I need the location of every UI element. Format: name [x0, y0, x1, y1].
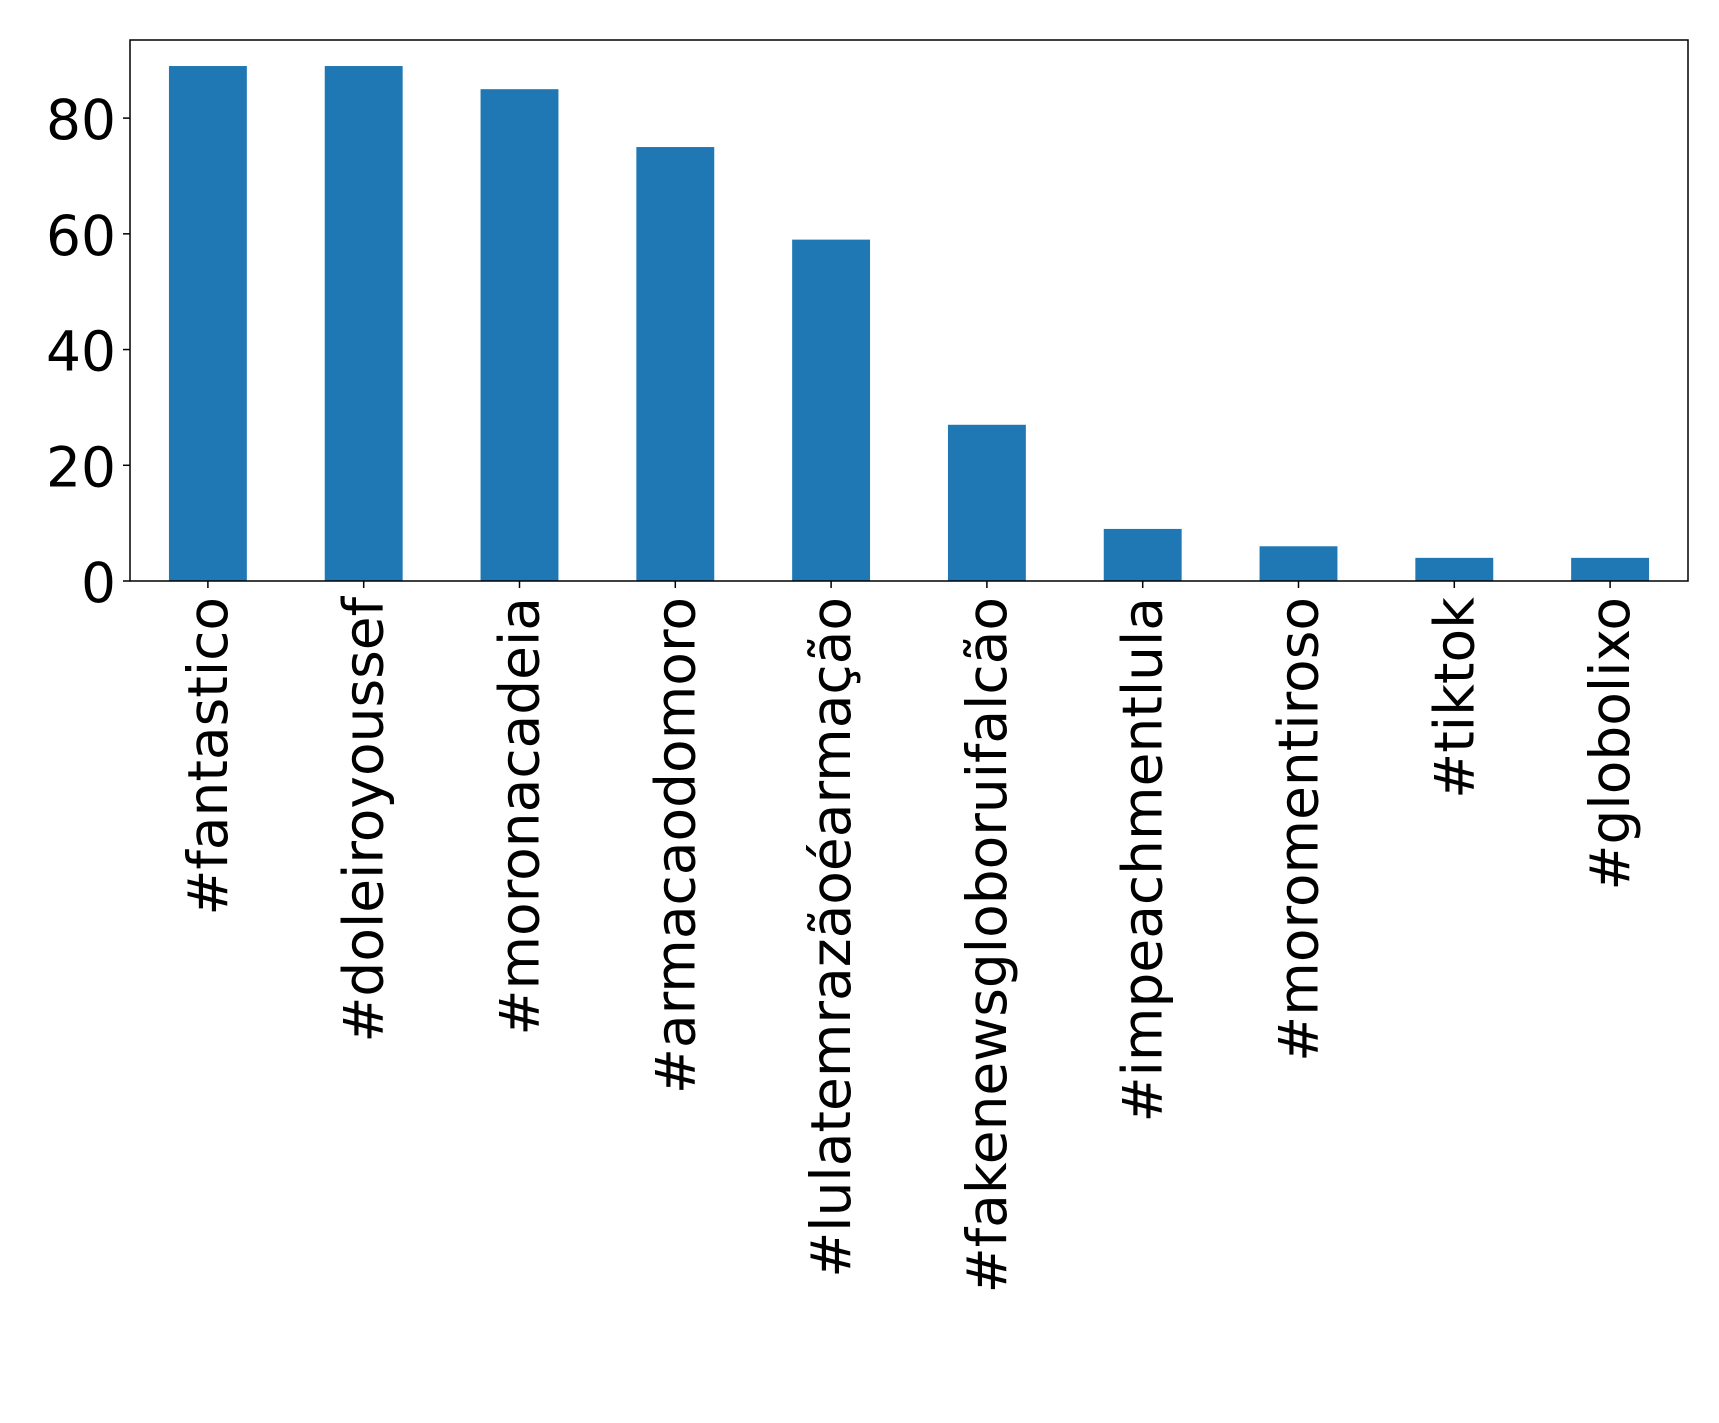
- x-tick-label: #lulatemrazãoéarmação: [799, 597, 863, 1278]
- bar-doleiroyoussef: [324, 66, 403, 582]
- y-tick-label: 80: [46, 88, 116, 152]
- x-tick-label: #tiktok: [1422, 597, 1486, 799]
- y-tick-label: 0: [81, 551, 116, 615]
- x-tick-label: #doleiroyoussef: [332, 595, 396, 1042]
- x-axis: #fantastico #doleiroyoussef #moronacadeia #…: [176, 581, 1642, 1293]
- bar-impeachmentlula: [1103, 528, 1182, 581]
- y-tick-label: 20: [46, 435, 116, 499]
- y-tick-label: 60: [46, 204, 116, 268]
- y-axis: 0 20 40 60 80: [46, 88, 130, 615]
- bar-tiktok: [1415, 557, 1494, 581]
- plot-frame: [129, 39, 1689, 582]
- y-tick-label: 40: [46, 320, 116, 384]
- x-tick-label: #fantastico: [176, 597, 240, 916]
- bars-layer: [168, 66, 1650, 582]
- bar-fantastico: [168, 66, 247, 582]
- x-tick-label: #moronacadeia: [488, 597, 552, 1036]
- bar-armacaodomoro: [636, 147, 715, 581]
- x-tick-label: #globolixo: [1578, 597, 1642, 891]
- bar-globolixo: [1571, 557, 1650, 581]
- x-tick-label: #impeachmentlula: [1111, 597, 1175, 1122]
- x-tick-label: #armacaodomoro: [643, 597, 707, 1094]
- bar-lulatemrazãoéarmação: [792, 239, 871, 582]
- x-tick-label: #moromentiroso: [1267, 597, 1331, 1062]
- bar-fakenewsgloboruifalcão: [947, 424, 1026, 581]
- x-tick-label: #fakenewsgloboruifalcão: [955, 597, 1019, 1293]
- bar-moromentiroso: [1259, 546, 1338, 581]
- bar-moronacadeia: [480, 89, 559, 581]
